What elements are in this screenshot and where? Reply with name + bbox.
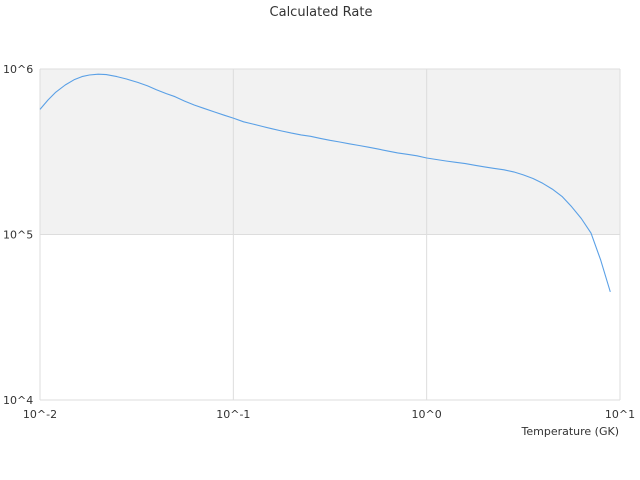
x-axis-title: Temperature (GK) xyxy=(521,425,620,438)
x-tick-label: 10^1 xyxy=(605,408,635,421)
y-tick-label: 10^5 xyxy=(3,229,33,242)
x-tick-label: 10^-1 xyxy=(216,408,250,421)
y-tick-label: 10^6 xyxy=(3,63,33,76)
x-tick-label: 10^-2 xyxy=(23,408,57,421)
plot-bands xyxy=(40,69,620,400)
series-line xyxy=(39,73,611,293)
x-tick-label: 10^0 xyxy=(412,408,442,421)
grid-lines xyxy=(39,68,621,401)
data-series xyxy=(39,73,611,293)
plot-band xyxy=(40,234,620,400)
tick-labels: 10^4 10^5 10^6 10^-2 10^-1 10^0 10^1 xyxy=(3,63,635,421)
y-tick-label: 10^4 xyxy=(3,394,33,407)
chart-title: Calculated Rate xyxy=(270,5,373,20)
plot-band xyxy=(40,69,620,235)
